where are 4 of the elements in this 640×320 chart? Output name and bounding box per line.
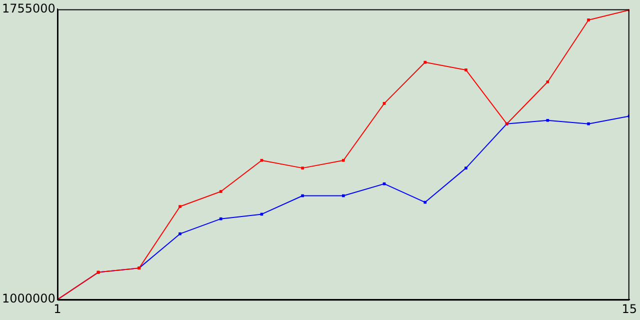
x-tick-label: 15 — [622, 302, 638, 316]
y-tick-label: 1755000 — [2, 1, 56, 16]
x-tick-label: 1 — [54, 302, 62, 316]
y-tick-label: 1000000 — [2, 292, 56, 306]
